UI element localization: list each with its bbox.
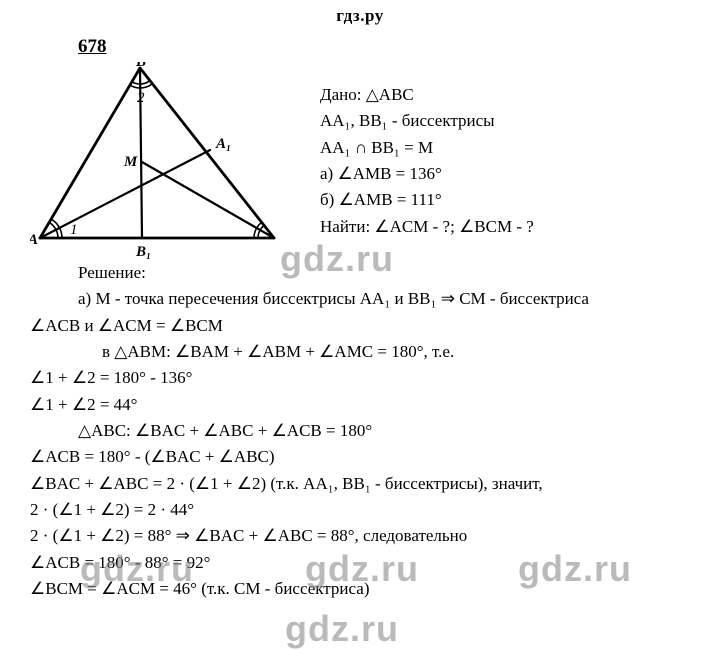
svg-text:1: 1 [70,222,78,238]
solution-line: ∠ACB = 180° - 88° = 92° [30,550,690,576]
solution-line: 2 · (∠1 + ∠2) = 88° ⇒ ∠BAC + ∠ABC = 88°,… [30,523,690,549]
triangle-diagram: ABCB₁A₁M12 [30,62,280,252]
solution-line: △ABC: ∠BAC + ∠ABC + ∠ACB = 180° [30,418,690,444]
given-block: Дано: △ABCAA₁, BB₁ - биссектрисыAA₁ ∩ BB… [320,82,534,240]
given-line: Найти: ∠ACM - ?; ∠BCM - ? [320,214,534,240]
solution-line: ∠1 + ∠2 = 180° - 136° [30,365,690,391]
content: ABCB₁A₁M12 Дано: △ABCAA₁, BB₁ - биссектр… [0,58,720,602]
svg-text:A₁: A₁ [215,136,231,152]
solution-line: ∠BAC + ∠ABC = 2 · (∠1 + ∠2) (т.к. AA₁, B… [30,471,690,497]
svg-text:B: B [135,62,146,70]
solution-label: Решение: [30,260,690,286]
solution-line: 2 · (∠1 + ∠2) = 2 · 44° [30,497,690,523]
svg-text:2: 2 [137,90,145,106]
solution-line: в △ABM: ∠BAM + ∠ABM + ∠AMC = 180°, т.е. [30,339,690,365]
given-line: Дано: △ABC [320,82,534,108]
given-line: AA₁ ∩ BB₁ = M [320,135,534,161]
solution-line: ∠ACB и ∠ACM = ∠BCM [30,313,690,339]
page-header: гдз.ру [0,0,720,26]
given-line: а) ∠AMB = 136° [320,161,534,187]
problem-number: 678 [0,26,720,58]
svg-text:B₁: B₁ [135,244,151,260]
given-line: б) ∠AMB = 111° [320,187,534,213]
watermark: gdz.ru [285,608,399,650]
given-line: AA₁, BB₁ - биссектрисы [320,108,534,134]
solution-line: ∠ACB = 180° - (∠BAC + ∠ABC) [30,444,690,470]
solution-line: ∠BCM = ∠ACM = 46° (т.к. СМ - биссектриса… [30,576,690,602]
solution-line: а) М - точка пересечения биссектрисы AA₁… [30,286,690,312]
solution-line: ∠1 + ∠2 = 44° [30,392,690,418]
svg-text:M: M [123,154,138,170]
svg-text:A: A [30,232,38,248]
